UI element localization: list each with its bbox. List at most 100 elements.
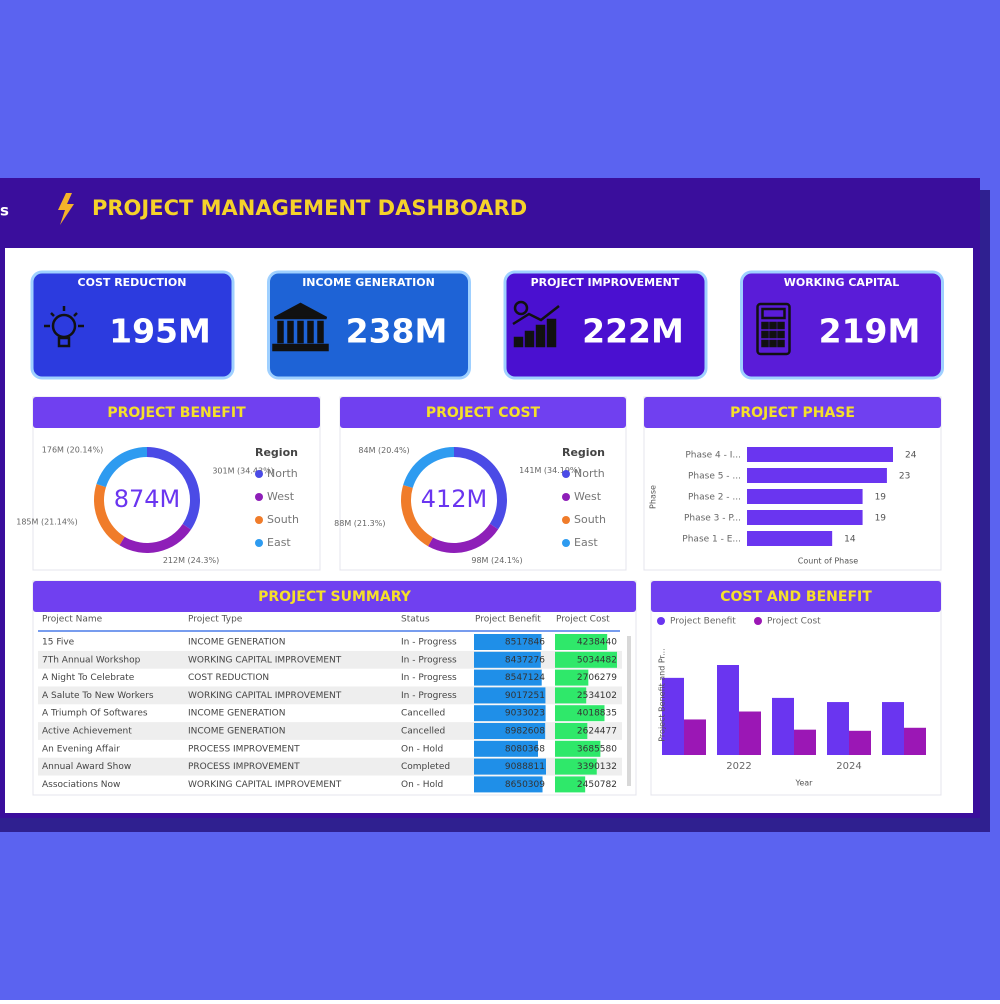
table-cell: An Evening Affair <box>42 744 120 754</box>
legend-label: West <box>574 490 602 503</box>
bar <box>882 702 904 755</box>
bar <box>717 665 739 755</box>
table-cell: In - Progress <box>401 638 457 648</box>
benefit-data-bar <box>474 687 546 704</box>
calc-key <box>769 330 777 339</box>
table-cell: 9088811 <box>505 762 545 772</box>
legend-marker <box>255 493 263 501</box>
benefit-data-bar <box>474 723 546 739</box>
bar-value-label: 24 <box>905 451 917 461</box>
donut-slice <box>93 484 125 546</box>
bank-column <box>317 320 324 344</box>
bulb-ray <box>73 312 78 317</box>
panel-header <box>651 581 941 612</box>
table-cell: Annual Award Show <box>42 762 131 772</box>
kpi-label: COST REDUCTION <box>78 276 187 289</box>
benefit-data-bar <box>474 740 539 757</box>
table-cell: 9017251 <box>505 691 545 701</box>
table-cell: PROCESS IMPROVEMENT <box>188 762 300 772</box>
legend-title: Region <box>562 446 605 459</box>
table-cell: Associations Now <box>42 780 120 790</box>
cost-data-bar <box>555 669 589 686</box>
bar <box>684 719 706 755</box>
bank-column <box>287 320 294 344</box>
table-cell: 2624477 <box>577 727 617 737</box>
cost-data-bar <box>555 651 617 668</box>
x-tick-label: 2022 <box>726 761 751 772</box>
calc-key <box>769 339 777 348</box>
chart-bar <box>513 336 524 348</box>
table-cell: 8080368 <box>505 744 545 754</box>
benefit-data-bar <box>474 758 546 775</box>
table-cell: A Triumph Of Softwares <box>42 709 148 719</box>
kpi-card <box>267 270 471 380</box>
table-cell: 2534102 <box>577 691 617 701</box>
table-cell: A Night To Celebrate <box>42 673 135 683</box>
x-tick-label: 2024 <box>836 761 861 772</box>
bar <box>904 727 926 755</box>
calc-screen <box>761 307 786 320</box>
bar <box>747 510 863 525</box>
table-cell: WORKING CAPITAL IMPROVEMENT <box>188 780 342 790</box>
column-header: Project Type <box>188 615 243 625</box>
table-cell: COST REDUCTION <box>188 673 269 683</box>
calc-key <box>761 339 769 348</box>
table-cell: 3685580 <box>577 744 617 754</box>
benefit-data-bar <box>474 651 541 668</box>
table-cell: 15 Five <box>42 638 75 648</box>
table-cell: 8650309 <box>505 780 545 790</box>
y-axis-label: Project Benefit and Pr... <box>658 648 667 742</box>
legend-label: Project Cost <box>767 617 821 627</box>
category-label: Phase 1 - E... <box>682 535 741 545</box>
bar <box>747 447 893 462</box>
calc-key <box>777 330 785 339</box>
legend-label: North <box>267 467 298 480</box>
calc-key <box>769 321 777 330</box>
kpi-icon <box>272 302 329 352</box>
table-cell: In - Progress <box>401 673 457 683</box>
table-cell: 2706279 <box>577 673 617 683</box>
table-cell: 8982608 <box>505 727 545 737</box>
slice-label: 141M (34.19%) <box>519 466 580 475</box>
bar <box>827 702 849 755</box>
legend-marker <box>657 617 665 625</box>
cost-data-bar <box>555 776 586 793</box>
panel-title: PROJECT BENEFIT <box>107 405 246 421</box>
calc-body <box>756 302 791 356</box>
slice-label: 176M (20.14%) <box>42 445 103 454</box>
bar <box>662 677 684 755</box>
panel-header <box>33 581 636 612</box>
panel <box>650 580 942 796</box>
panel-header <box>340 397 626 428</box>
logo-icon <box>58 193 74 225</box>
benefit-data-bar <box>474 669 542 686</box>
y-axis-label: Phase <box>649 485 658 509</box>
kpi-value: 219M <box>819 312 921 351</box>
cost-data-bar <box>555 758 597 775</box>
kpi-value: 238M <box>346 312 448 351</box>
panel-header <box>644 397 941 428</box>
table-cell: 8437276 <box>505 655 545 665</box>
chart-bar <box>535 324 546 348</box>
legend-marker <box>562 493 570 501</box>
table-cell: Completed <box>401 762 450 772</box>
bar-value-label: 23 <box>899 472 910 482</box>
kpi-label: WORKING CAPITAL <box>784 276 900 289</box>
kpi-icon <box>512 300 560 348</box>
legend-marker <box>754 617 762 625</box>
table-cell: WORKING CAPITAL IMPROVEMENT <box>188 691 342 701</box>
legend-label: South <box>267 513 299 526</box>
donut-slice <box>403 447 454 488</box>
table-cell: PROCESS IMPROVEMENT <box>188 744 300 754</box>
category-label: Phase 5 - ... <box>688 472 741 482</box>
legend-label: Project Benefit <box>670 617 736 627</box>
column-header: Project Name <box>42 615 103 625</box>
donut-center: 412M <box>421 485 488 513</box>
donut-slice <box>119 524 191 553</box>
x-axis-label: Count of Phase <box>798 557 859 566</box>
bank-column <box>307 320 314 344</box>
bar <box>747 531 833 546</box>
table-cell: 4018835 <box>577 709 617 719</box>
donut-slice <box>454 447 507 530</box>
bank-roof <box>273 302 328 320</box>
